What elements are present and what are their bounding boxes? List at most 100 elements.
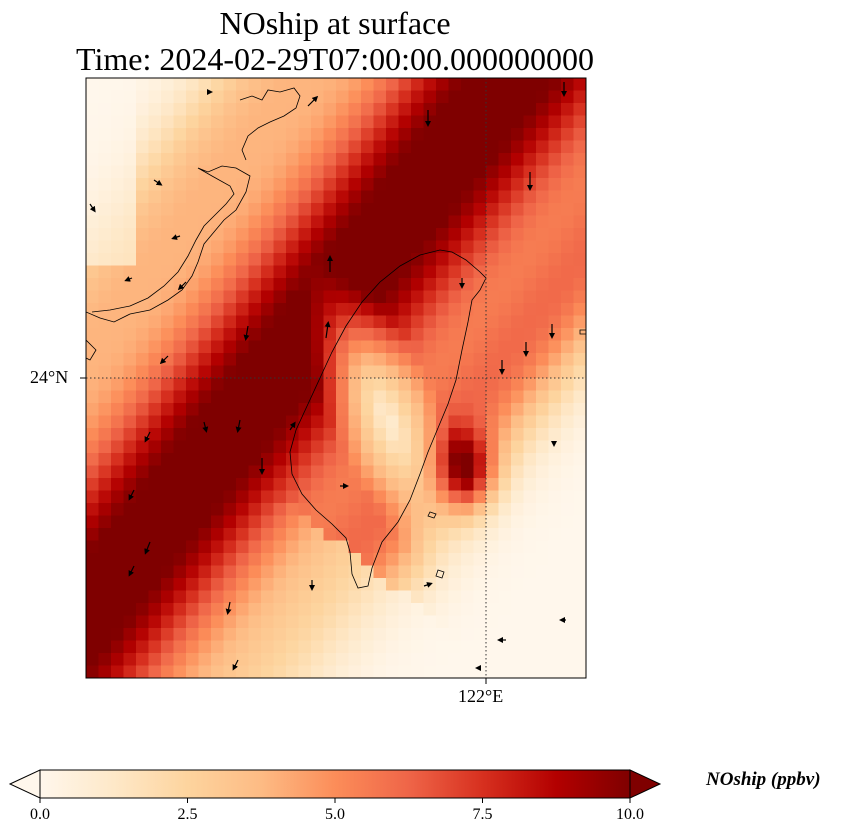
grid-cell [536,215,549,229]
grid-cell [423,315,437,329]
grid-cell [536,278,549,291]
grid-cell [536,365,549,379]
grid-cell [486,265,499,279]
grid-cell [261,578,274,591]
grid-cell [148,515,162,529]
grid-cell [298,203,312,216]
grid-cell [123,278,137,291]
grid-cell [486,153,499,166]
grid-cell [498,578,512,591]
colorbar-gradient [39,769,631,799]
grid-cell [186,128,199,141]
grid-cell [386,278,399,291]
grid-cell [373,215,387,229]
grid-cell [536,128,549,141]
grid-cell [123,90,137,104]
grid-cell [173,403,187,416]
grid-cell [261,328,274,341]
grid-cell [223,490,237,504]
grid-cell [123,328,137,341]
grid-cell [223,578,237,591]
grid-cell [536,190,549,204]
grid-cell [273,465,287,479]
grid-cell [573,353,586,366]
grid-cell [298,228,312,241]
grid-cell [536,503,549,516]
grid-cell [373,665,387,678]
wind-arrow [124,276,133,282]
grid-cell [373,303,387,316]
grid-cell [248,365,262,379]
grid-cell [523,328,537,341]
grid-cell [386,140,399,154]
grid-cell [486,603,499,616]
grid-cell [336,215,349,229]
grid-cell [211,465,224,479]
grid-cell [548,403,562,416]
grid-cell [523,553,537,566]
grid-cell [336,290,349,304]
grid-cell [86,303,99,316]
grid-cell [173,103,187,116]
grid-cell [198,278,212,291]
grid-cell [98,653,112,666]
grid-cell [123,253,137,266]
grid-cell [261,253,274,266]
grid-cell [423,540,437,554]
grid-cell [273,353,287,366]
grid-cell [523,253,537,266]
grid-cell [273,503,287,516]
grid-cell [311,340,324,354]
grid-cell [548,228,562,241]
grid-cell [136,403,149,416]
grid-cell [461,490,474,504]
grid-cell [198,403,212,416]
grid-cell [286,403,299,416]
grid-cell [148,540,162,554]
grid-cell [148,415,162,429]
grid-cell [273,215,287,229]
grid-cell [323,528,337,541]
grid-cell [173,240,187,254]
grid-cell [486,190,499,204]
grid-cell [236,115,249,129]
grid-cell [248,540,262,554]
grid-cell [98,390,112,404]
grid-cell [561,503,574,516]
grid-cell [311,453,324,466]
grid-cell [536,415,549,429]
grid-cell [486,290,499,304]
grid-cell [148,203,162,216]
grid-cell [448,378,462,391]
grid-cell [98,78,112,91]
grid-cell [486,553,499,566]
grid-cell [448,365,462,379]
grid-cell [473,340,487,354]
grid-cell [573,128,586,141]
grid-cell [148,465,162,479]
grid-cell [436,453,449,466]
grid-cell [223,440,237,454]
grid-cell [86,640,99,654]
grid-cell [336,153,349,166]
grid-cell [511,78,524,91]
grid-cell [473,278,487,291]
grid-cell [198,390,212,404]
grid-cell [373,103,387,116]
grid-cell [561,453,574,466]
grid-cell [411,328,424,341]
grid-cell [561,328,574,341]
grid-cell [161,478,174,491]
wind-arrow [243,325,250,341]
grid-cell [86,528,99,541]
grid-cell [448,440,462,454]
grid-cell [473,628,487,641]
grid-cell [548,390,562,404]
grid-cell [336,640,349,654]
grid-cell [148,628,162,641]
grid-cell [573,415,586,429]
grid-cell [223,590,237,604]
grid-cell [436,178,449,191]
grid-cell [123,615,137,629]
grid-cell [548,265,562,279]
